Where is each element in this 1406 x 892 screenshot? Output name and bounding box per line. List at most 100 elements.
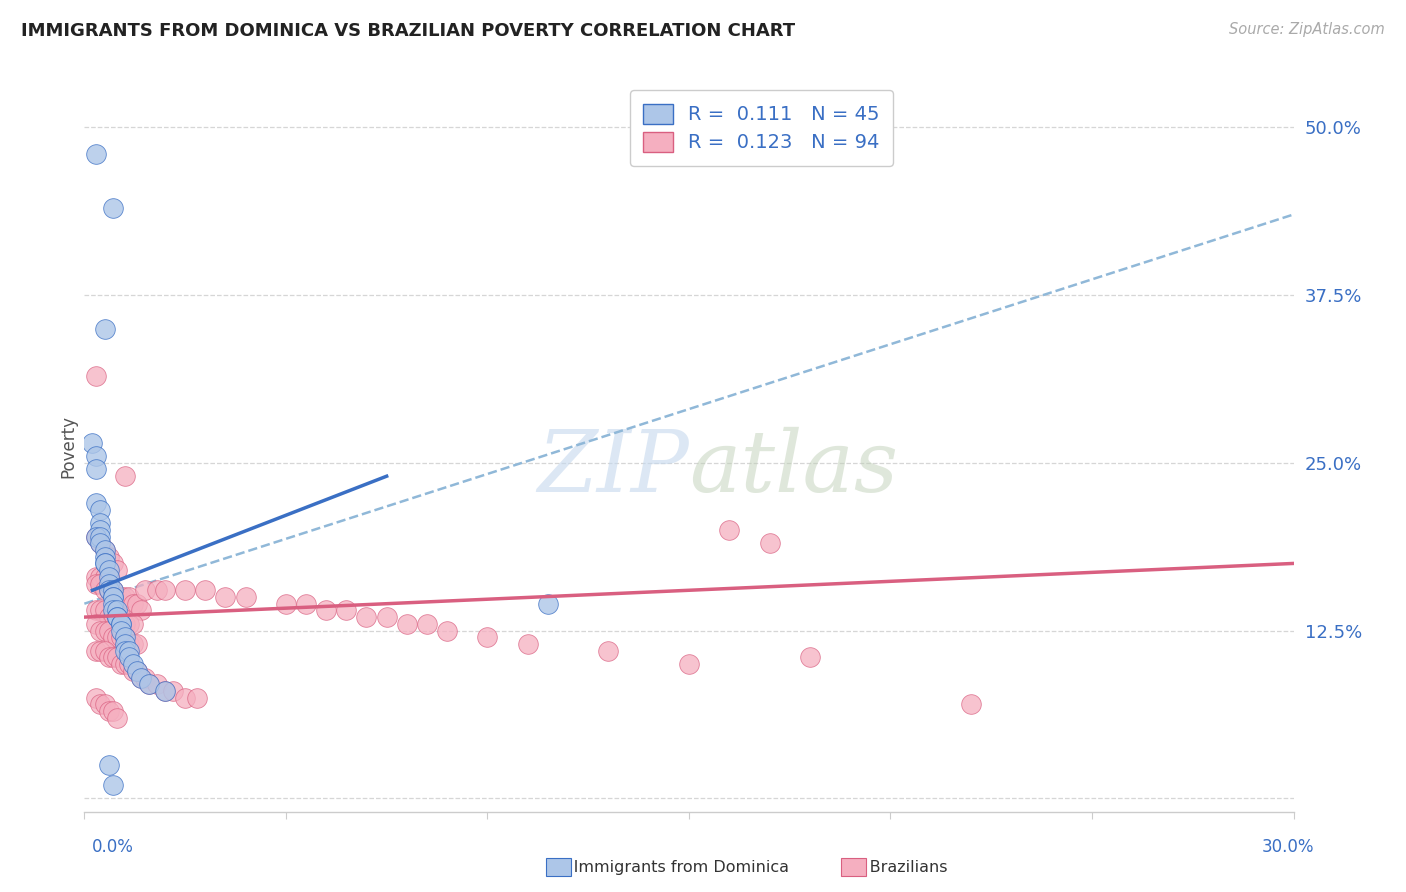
Point [97,576,120,591]
Point [146,583,169,598]
Point [89,570,111,584]
Point [110,610,132,624]
Point [97,610,120,624]
Point [114,637,136,651]
Point [86,570,108,584]
Point [121,637,143,651]
Point [477,630,499,644]
Y-axis label: Poverty: Poverty [59,415,77,477]
Point [93,543,115,558]
Point [110,630,132,644]
Point [315,603,337,617]
Point [101,704,124,718]
Point [101,583,124,598]
Point [101,201,124,215]
Point [274,597,297,611]
Point [118,650,141,665]
Point [89,523,111,537]
Point [162,684,184,698]
Point [114,630,136,644]
Point [118,637,141,651]
Point [758,536,780,550]
Point [82,435,104,450]
Point [105,650,128,665]
Point [89,624,111,638]
Point [105,610,128,624]
Point [110,657,132,671]
Point [101,590,124,604]
Point [799,650,821,665]
Point [101,778,124,792]
Point [105,610,128,624]
Point [118,616,141,631]
Point [86,462,108,476]
Point [110,624,132,638]
Point [93,603,115,617]
Point [93,643,115,657]
Point [114,657,136,671]
Text: 0.0%: 0.0% [91,838,134,855]
Point [101,630,124,644]
Point [114,643,136,657]
Point [125,664,148,678]
Point [114,469,136,483]
Point [105,590,128,604]
Point [89,576,111,591]
Legend: R =  0.111   N = 45, R =  0.123   N = 94: R = 0.111 N = 45, R = 0.123 N = 94 [630,90,893,166]
Point [235,590,257,604]
Point [86,147,108,161]
Point [678,657,700,671]
Point [416,616,439,631]
Point [97,583,120,598]
Point [118,643,141,657]
Point [395,616,418,631]
Point [89,530,111,544]
Point [335,603,357,617]
Point [86,603,108,617]
Point [118,657,141,671]
Point [129,603,152,617]
Point [101,603,124,617]
Point [436,624,458,638]
Point [101,597,124,611]
Point [93,549,115,564]
Point [153,583,176,598]
Point [89,603,111,617]
Point [105,603,128,617]
Point [110,616,132,631]
Point [89,698,111,712]
Point [125,597,148,611]
Point [960,698,983,712]
Point [129,671,152,685]
Point [93,570,115,584]
Point [97,570,120,584]
Point [356,610,378,624]
Point [375,610,398,624]
Point [101,557,124,571]
Point [101,650,124,665]
Point [138,677,160,691]
Point [110,590,132,604]
Point [537,597,560,611]
Point [93,543,115,558]
Point [718,523,741,537]
Point [194,583,217,598]
Point [153,684,176,698]
Point [105,630,128,644]
Point [86,530,108,544]
Point [89,502,111,516]
Point [186,690,208,705]
Point [101,610,124,624]
Point [121,616,143,631]
Point [105,711,128,725]
Point [93,583,115,598]
Point [97,563,120,577]
Text: Source: ZipAtlas.com: Source: ZipAtlas.com [1229,22,1385,37]
Point [89,536,111,550]
Text: Brazilians: Brazilians [844,860,948,874]
Point [598,643,620,657]
Point [86,690,108,705]
Point [516,637,538,651]
Text: 30.0%: 30.0% [1263,838,1315,855]
Text: atlas: atlas [689,426,898,509]
